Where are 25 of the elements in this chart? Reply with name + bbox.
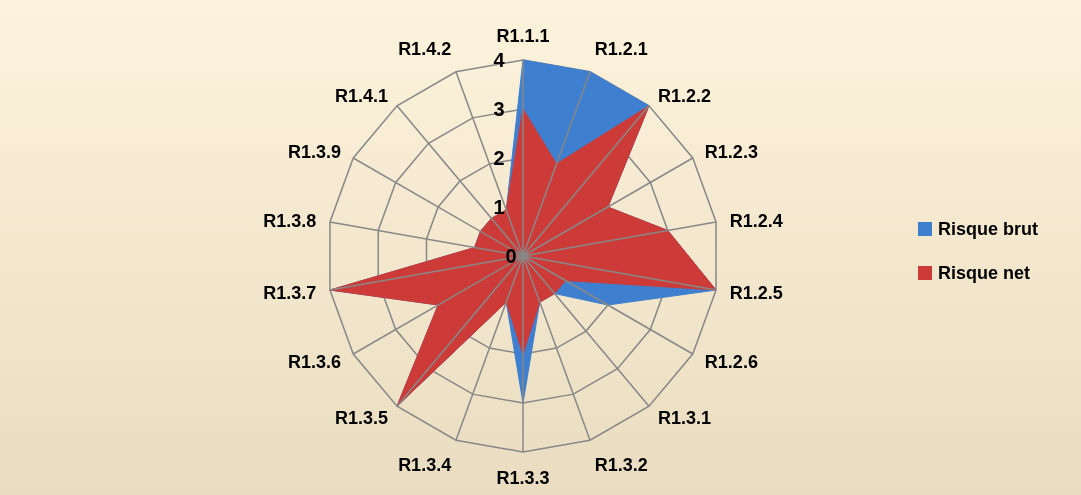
spoke-label: R1.3.9 [288,142,342,162]
y-tick-label: 2 [493,147,505,169]
spoke-label: R1.3.1 [657,407,712,428]
spoke-label: R1.2.4 [729,210,783,231]
spoke-label: R1.2.3 [704,142,758,162]
spoke-label: R1.2.2 [657,86,712,107]
spoke-label: R1.1.1 [496,26,550,46]
spoke-label: R1.3.8 [263,210,317,231]
spoke-label: R1.2.1 [594,38,648,59]
spoke-label: R1.3.7 [263,283,317,304]
y-tick-label: 3 [493,98,505,120]
spoke-label: R1.3.4 [398,455,452,476]
spoke-label: R1.3.2 [594,455,648,476]
y-tick-label: 0 [505,245,517,267]
spoke-label: R1.3.5 [334,407,389,428]
spoke-label: R1.2.5 [729,283,783,304]
legend-label: Risque brut [938,219,1039,239]
legend-label: Risque net [938,263,1031,283]
spoke-label: R1.4.1 [334,86,389,107]
y-tick-label: 1 [493,196,505,218]
spoke-label: R1.3.6 [288,352,342,372]
spoke-label: R1.2.6 [704,352,758,372]
spoke-label: R1.3.3 [496,468,550,488]
y-tick-label: 4 [493,49,506,71]
spoke-label: R1.4.2 [398,38,452,59]
